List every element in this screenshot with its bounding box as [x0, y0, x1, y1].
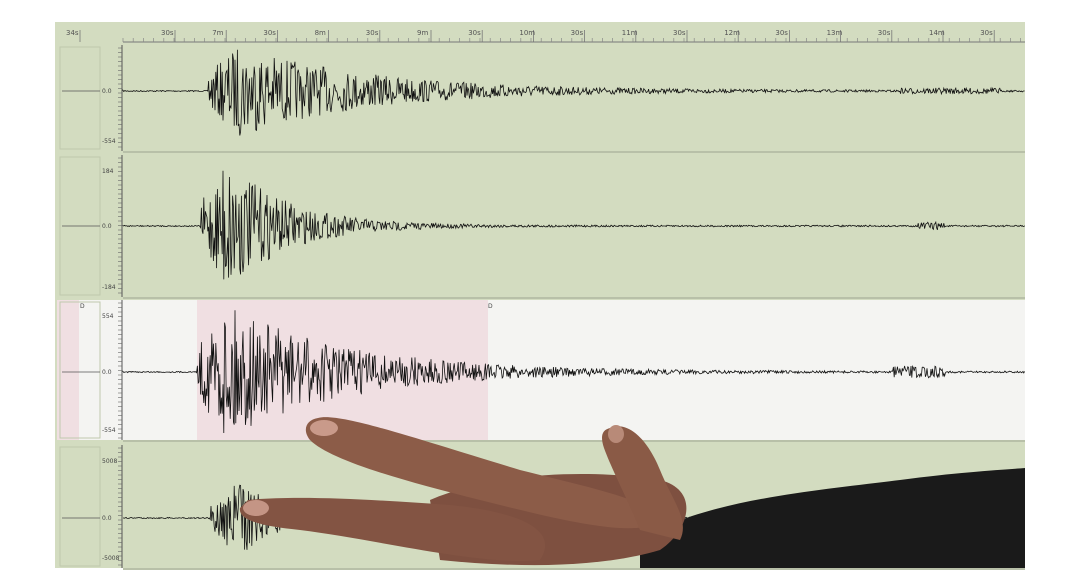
time-tick-label: 30s: [366, 29, 379, 37]
time-tick-label: 9m: [417, 29, 428, 37]
fingernail: [243, 500, 269, 516]
time-tick-label: 30s: [673, 29, 686, 37]
amp-label: 5008: [102, 458, 117, 465]
channel-panel-4[interactable]: 5008 0.0 -5008: [59, 445, 1025, 570]
fingernail: [608, 425, 624, 443]
channel-panel-2[interactable]: 184 0.0 -184: [59, 155, 1025, 299]
time-tick-label: 30s: [980, 29, 993, 37]
time-tick-label: 12m: [724, 29, 740, 37]
amp-label: 0.0: [102, 88, 112, 95]
channel-panel-3[interactable]: D D 554 0.0 -554: [57, 300, 1025, 442]
marker-label: D: [488, 303, 493, 310]
amp-label: 0.0: [102, 223, 112, 230]
channel-panels: 0.0 -554 184 0.0 -184 D D 554 0.0 -554 5008 0.0 -500…: [57, 45, 1025, 570]
fingernail: [310, 420, 338, 436]
channel-label-box: [59, 301, 101, 439]
time-tick-label: 8m: [315, 29, 326, 37]
time-tick-label: 34s: [66, 29, 79, 37]
amp-label: 0.0: [102, 515, 112, 522]
amp-label: 554: [102, 313, 114, 320]
amp-label: -184: [102, 284, 116, 291]
time-axis: 34s 30s 7m 30s 8m 30s 9m 30s 10m 30s 11m 30s 12m 30s 1…: [66, 29, 1025, 43]
selection-region: [57, 300, 79, 440]
time-tick-label: 7m: [212, 29, 223, 37]
channel-label-box: [59, 446, 101, 567]
waveform-trace-2: [122, 170, 1025, 280]
time-tick-label: 30s: [468, 29, 481, 37]
time-tick-label: 30s: [775, 29, 788, 37]
time-tick-label: 14m: [929, 29, 945, 37]
thumb: [602, 426, 683, 540]
time-tick-label: 30s: [878, 29, 891, 37]
amp-label: -554: [102, 138, 116, 145]
hand-photo-overlay: [239, 417, 1025, 568]
time-tick-label: 10m: [519, 29, 535, 37]
time-tick-label: 30s: [263, 29, 276, 37]
amp-label: -5008: [102, 555, 120, 562]
time-tick-label: 11m: [622, 29, 638, 37]
time-tick-label: 30s: [571, 29, 584, 37]
channel-panel-1[interactable]: 0.0 -554: [59, 45, 1025, 153]
sleeve: [640, 468, 1025, 568]
channel-label-box: [59, 46, 101, 150]
amp-label: 184: [102, 168, 114, 175]
marker-label: D: [80, 303, 85, 310]
waveform-trace-3: [122, 310, 1025, 434]
waveform-trace-1: [122, 49, 1025, 136]
amp-label: -554: [102, 427, 116, 434]
amp-label: 0.0: [102, 369, 112, 376]
middle-finger: [239, 497, 546, 561]
time-tick-label: 30s: [161, 29, 174, 37]
time-tick-label: 13m: [827, 29, 843, 37]
index-finger: [305, 417, 660, 529]
